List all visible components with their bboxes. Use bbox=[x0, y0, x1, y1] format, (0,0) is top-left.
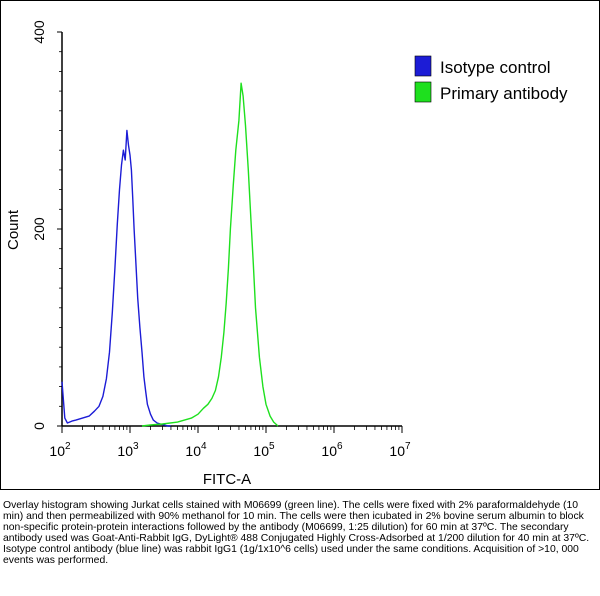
legend-label-1: Isotype control bbox=[440, 58, 551, 77]
legend-swatch-2 bbox=[414, 81, 432, 103]
y-axis-label: Count bbox=[5, 209, 22, 250]
histogram-chart: 0 200 400 102 103 104 105 106 107 FITC-A Count I… bbox=[5, 20, 568, 488]
series-line-1 bbox=[61, 129, 171, 427]
series-layer bbox=[61, 82, 279, 427]
x-tick-label: 103 bbox=[117, 441, 139, 459]
figure-frame bbox=[0, 0, 600, 490]
x-tick-label: 107 bbox=[389, 441, 411, 459]
x-axis-label: FITC-A bbox=[203, 471, 251, 488]
y-tick-label: 200 bbox=[31, 217, 47, 241]
x-tick-label: 105 bbox=[253, 441, 275, 459]
legend: Isotype control Primary antibody bbox=[414, 55, 568, 103]
x-tick-label: 102 bbox=[49, 441, 71, 459]
x-tick-label: 104 bbox=[185, 441, 207, 459]
y-tick-label: 400 bbox=[31, 20, 47, 44]
series-line-2 bbox=[141, 82, 279, 427]
legend-label-2: Primary antibody bbox=[440, 84, 568, 103]
y-tick-label: 0 bbox=[31, 422, 47, 430]
plot-area bbox=[61, 32, 402, 427]
legend-swatch-1 bbox=[414, 55, 432, 77]
axis-layer: 0 200 400 102 103 104 105 106 107 bbox=[31, 20, 411, 459]
figure-caption: Overlay histogram showing Jurkat cells s… bbox=[3, 500, 590, 567]
x-tick-label: 106 bbox=[321, 441, 343, 459]
